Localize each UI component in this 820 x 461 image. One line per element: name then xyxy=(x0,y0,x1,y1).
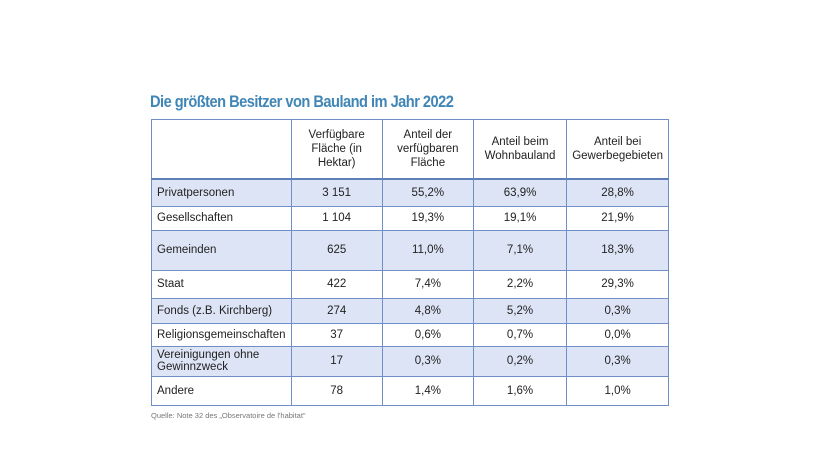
table-cell: 29,3% xyxy=(566,269,669,299)
row-label: Privatpersonen xyxy=(151,178,292,207)
header-cell: Anteil der verfügbaren Fläche xyxy=(381,119,474,180)
row-label: Gesellschaften xyxy=(151,205,292,231)
table-cell: 17 xyxy=(290,345,383,377)
table-row: Religionsgemeinschaften 37 0,6% 0,7% 0,0% xyxy=(151,322,669,347)
table-cell: 37 xyxy=(290,322,383,347)
table-cell: 0,3% xyxy=(566,297,669,324)
table-cell: 1,0% xyxy=(566,375,669,406)
table-cell: 78 xyxy=(290,375,383,406)
table-cell: 0,2% xyxy=(472,345,568,377)
table-row: Fonds (z.B. Kirchberg) 274 4,8% 5,2% 0,3% xyxy=(151,297,669,324)
data-table: Verfügbare Fläche (in Hektar) Anteil der… xyxy=(151,119,669,406)
table-cell: 0,3% xyxy=(381,345,474,377)
table-cell: 625 xyxy=(290,229,383,271)
table-cell: 5,2% xyxy=(472,297,568,324)
row-label: Fonds (z.B. Kirchberg) xyxy=(151,297,292,324)
table-row: Staat 422 7,4% 2,2% 29,3% xyxy=(151,269,669,299)
header-row: Verfügbare Fläche (in Hektar) Anteil der… xyxy=(151,119,669,180)
table-cell: 2,2% xyxy=(472,269,568,299)
table-title: Die größten Besitzer von Bauland im Jahr… xyxy=(150,92,454,111)
table-cell: 19,1% xyxy=(472,205,568,231)
table-cell: 274 xyxy=(290,297,383,324)
row-label: Gemeinden xyxy=(151,229,292,271)
table-cell: 1,4% xyxy=(381,375,474,406)
header-cell xyxy=(151,119,292,180)
table-row: Andere 78 1,4% 1,6% 1,0% xyxy=(151,375,669,406)
table-cell: 0,0% xyxy=(566,322,669,347)
row-label: Andere xyxy=(151,375,292,406)
source-note: Quelle: Note 32 des „Observatoire de l'h… xyxy=(151,411,306,420)
table-row: Gesellschaften 1 104 19,3% 19,1% 21,9% xyxy=(151,205,669,231)
table-row: Gemeinden 625 11,0% 7,1% 18,3% xyxy=(151,229,669,271)
table-cell: 1 104 xyxy=(290,205,383,231)
row-label: Religionsgemeinschaften xyxy=(151,322,292,347)
table-cell: 0,6% xyxy=(381,322,474,347)
table-cell: 7,4% xyxy=(381,269,474,299)
table-cell: 18,3% xyxy=(566,229,669,271)
table-cell: 4,8% xyxy=(381,297,474,324)
table-row: Privatpersonen 3 151 55,2% 63,9% 28,8% xyxy=(151,178,669,207)
table-cell: 0,3% xyxy=(566,345,669,377)
table-cell: 0,7% xyxy=(472,322,568,347)
row-label: Staat xyxy=(151,269,292,299)
table-cell: 19,3% xyxy=(381,205,474,231)
header-cell: Anteil beim Wohnbauland xyxy=(472,119,568,180)
table-cell: 11,0% xyxy=(381,229,474,271)
table-row: Vereinigungen ohne Gewinnzweck 17 0,3% 0,2%… xyxy=(151,345,669,377)
row-label: Vereinigungen ohne Gewinnzweck xyxy=(151,345,292,377)
header-cell: Anteil bei Gewerbegebieten xyxy=(566,119,669,180)
table-cell: 3 151 xyxy=(290,178,383,207)
header-cell: Verfügbare Fläche (in Hektar) xyxy=(290,119,383,180)
table-cell: 63,9% xyxy=(472,178,568,207)
table-cell: 422 xyxy=(290,269,383,299)
table-cell: 55,2% xyxy=(381,178,474,207)
table-cell: 7,1% xyxy=(472,229,568,271)
table-cell: 28,8% xyxy=(566,178,669,207)
table-cell: 1,6% xyxy=(472,375,568,406)
table-cell: 21,9% xyxy=(566,205,669,231)
